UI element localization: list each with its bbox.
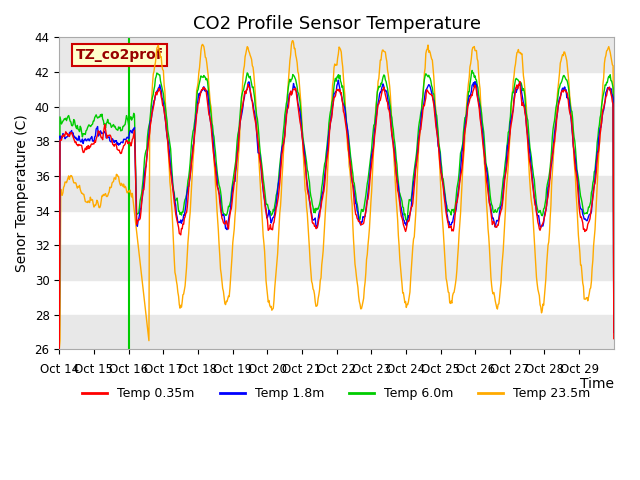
- Text: Oct 25: Oct 25: [421, 363, 460, 376]
- Text: Oct 27: Oct 27: [490, 363, 529, 376]
- Title: CO2 Profile Sensor Temperature: CO2 Profile Sensor Temperature: [193, 15, 481, 33]
- Bar: [60, 37, 614, 72]
- Text: Oct 20: Oct 20: [248, 363, 287, 376]
- Text: Oct 24: Oct 24: [387, 363, 426, 376]
- Text: Oct 21: Oct 21: [282, 363, 321, 376]
- Text: Oct 26: Oct 26: [456, 363, 495, 376]
- Bar: [60, 315, 614, 349]
- Text: Oct 18: Oct 18: [179, 363, 218, 376]
- Text: Oct 16: Oct 16: [109, 363, 148, 376]
- Text: Time: Time: [580, 377, 614, 391]
- Bar: [60, 107, 614, 141]
- Text: Oct 14: Oct 14: [40, 363, 79, 376]
- Text: Oct 15: Oct 15: [74, 363, 113, 376]
- Text: Oct 22: Oct 22: [317, 363, 356, 376]
- Bar: [60, 245, 614, 280]
- Text: Oct 19: Oct 19: [213, 363, 252, 376]
- Text: Oct 28: Oct 28: [525, 363, 564, 376]
- Text: Oct 29: Oct 29: [559, 363, 598, 376]
- Text: Oct 17: Oct 17: [144, 363, 183, 376]
- Legend: Temp 0.35m, Temp 1.8m, Temp 6.0m, Temp 23.5m: Temp 0.35m, Temp 1.8m, Temp 6.0m, Temp 2…: [77, 383, 596, 406]
- Y-axis label: Senor Temperature (C): Senor Temperature (C): [15, 114, 29, 272]
- Bar: [60, 176, 614, 211]
- Text: Oct 23: Oct 23: [352, 363, 390, 376]
- Text: TZ_co2prof: TZ_co2prof: [76, 48, 163, 62]
